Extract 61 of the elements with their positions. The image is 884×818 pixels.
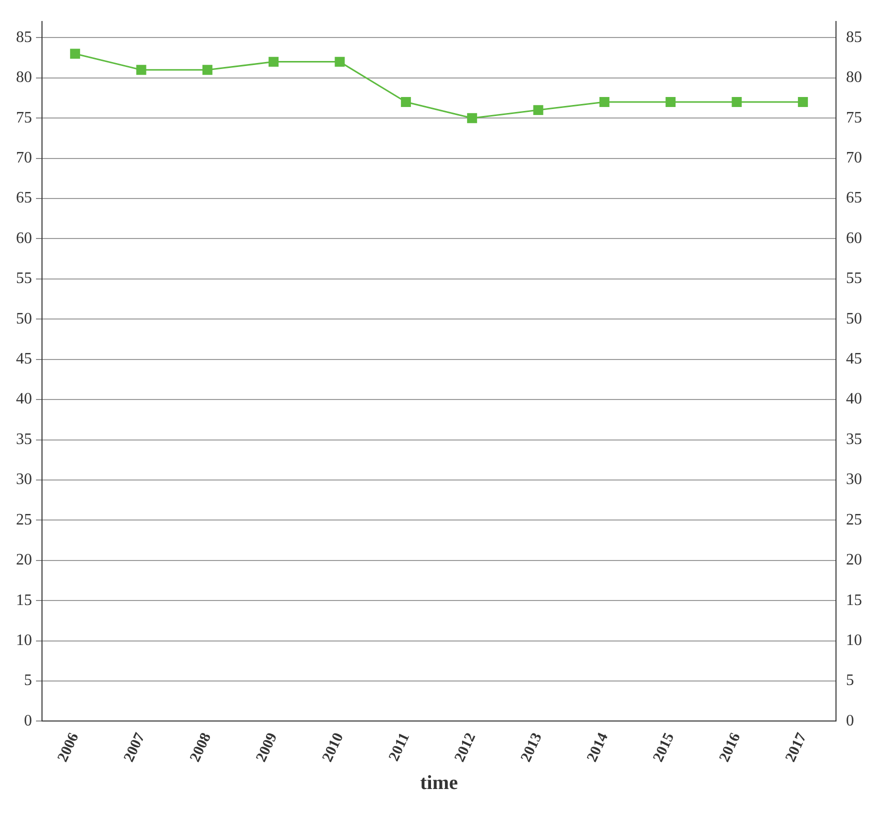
y-tick-label: 25: [16, 511, 32, 528]
x-tick-label: 2017: [782, 730, 810, 765]
y-tick-label: 75: [16, 109, 32, 126]
x-tick-label: 2014: [584, 730, 612, 765]
y-tick-label: 30: [16, 471, 32, 488]
x-tick-label: 2016: [716, 730, 744, 765]
point: [533, 105, 544, 116]
point: [70, 48, 80, 59]
y-tick-label: 45: [16, 350, 32, 368]
x-tick-label: 2011: [386, 730, 414, 764]
y-tick-label: 15: [16, 592, 32, 609]
y2-tick-label: 45: [846, 350, 862, 368]
x-axis-title: time: [420, 772, 458, 794]
y-tick-label: 50: [16, 310, 32, 328]
point: [400, 97, 411, 108]
y2-tick-label: 25: [846, 511, 862, 528]
y-tick-label: 55: [16, 270, 32, 288]
x-tick-label: 2009: [254, 730, 281, 765]
y-tick-label: 60: [16, 230, 32, 247]
point: [202, 64, 212, 75]
y2-tick-label: 35: [846, 430, 862, 448]
y2-tick-label: 85: [846, 28, 862, 46]
y2-tick-label: 30: [846, 471, 862, 488]
x-tick-label: 2007: [121, 730, 149, 765]
y2-tick-label: 60: [846, 230, 862, 247]
y2-tick-label: 50: [846, 310, 862, 328]
point: [666, 97, 676, 108]
x-tick-label: 2006: [55, 730, 82, 765]
y2-tick-label: 0: [846, 712, 854, 730]
y2-tick-label: 80: [846, 69, 862, 86]
y-tick-label: 20: [16, 552, 32, 569]
point: [334, 56, 345, 67]
y2-tick-label: 15: [846, 592, 862, 609]
y-tick-label: 5: [24, 672, 32, 690]
y2-tick-label: 10: [846, 632, 862, 649]
y-tick-label: 80: [16, 69, 32, 86]
x-tick-label: 2015: [650, 730, 678, 765]
x-tick-label: 2010: [320, 730, 347, 765]
y-tick-label: 35: [16, 430, 32, 448]
y-tick-label: 85: [16, 28, 32, 46]
y2-tick-label: 5: [846, 672, 854, 690]
point: [798, 97, 808, 108]
point: [732, 97, 742, 108]
x-tick-label: 2013: [518, 730, 546, 765]
y2-tick-label: 20: [846, 552, 862, 569]
point: [599, 97, 610, 108]
point: [268, 56, 279, 67]
point: [136, 64, 146, 75]
y-tick-label: 0: [24, 712, 32, 730]
x-tick-label: 2012: [452, 730, 480, 765]
y2-tick-label: 65: [846, 190, 862, 207]
y-tick-label: 65: [16, 190, 32, 207]
y2-tick-label: 70: [846, 150, 862, 167]
y2-tick-label: 75: [846, 109, 862, 126]
y2-tick-label: 40: [846, 390, 862, 408]
y2-tick-label: 55: [846, 270, 862, 288]
point: [467, 113, 478, 124]
y-tick-label: 70: [16, 150, 32, 167]
y-tick-label: 40: [16, 390, 32, 408]
x-tick-label: 2008: [187, 730, 215, 765]
y-tick-label: 10: [16, 632, 32, 649]
